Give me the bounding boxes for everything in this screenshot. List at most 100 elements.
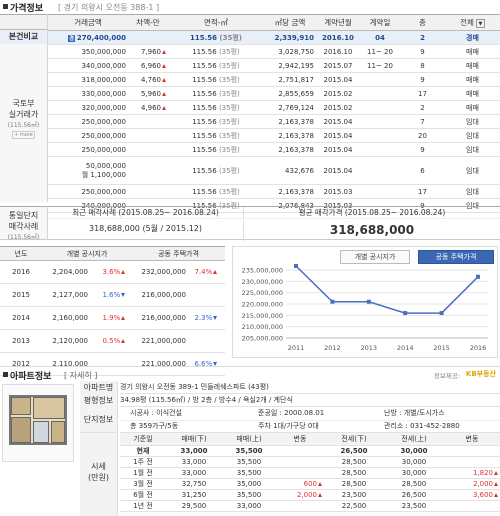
price-row: 240,000,000 115.56 (35평) 2,076,843 2015.03 9… xyxy=(48,198,500,213)
land-change: 3.6% xyxy=(102,268,121,276)
sale-low: 33,000 xyxy=(166,467,222,479)
diff-cell xyxy=(128,142,168,157)
data-point xyxy=(476,274,480,279)
area-cell: 115.56 (35평) xyxy=(168,142,264,157)
avg-label-1: 통일단지 xyxy=(8,211,39,220)
deal-type: 임대 xyxy=(445,114,500,129)
apt-name-value: 경기 의왕시 오전동 389-1 민들레쉐스파트 (43평) xyxy=(120,381,500,394)
amount-cell: 320,000,000 xyxy=(48,100,128,115)
floor: 9 xyxy=(400,44,445,59)
sale-high: 35,500 xyxy=(222,456,276,468)
rent-high: 30,000 xyxy=(384,467,444,479)
gongsi-header: 년도 개별 공시지가 공동 주택가격 xyxy=(0,246,225,261)
sale-low: 33,000 xyxy=(166,445,222,457)
mine-label: 본건비교 xyxy=(0,30,48,44)
contract-ym: 2015.04 xyxy=(316,72,360,87)
price-row: 318,000,000 4,760 115.56 (35평) 2,751,817 201… xyxy=(48,72,500,87)
market-date: 현재 xyxy=(120,445,166,457)
gongsi-row: 2012 2,110,000 221,000,000 6.6% xyxy=(0,352,225,376)
rent-change: 1,820 xyxy=(472,468,493,477)
unit-price: 2,163,378 xyxy=(264,114,316,129)
avg-label-2: 매각사례 xyxy=(8,222,39,231)
floor: 2 xyxy=(400,100,445,115)
x-tick-label: 2011 xyxy=(288,344,305,352)
sale-low: 33,000 xyxy=(166,456,222,468)
contract-day xyxy=(360,156,400,185)
unit-price: 2,163,378 xyxy=(264,184,316,199)
sale-change-cell: 600 xyxy=(276,478,324,490)
data-point xyxy=(439,311,444,316)
diff-cell: 6,960 xyxy=(128,58,168,73)
unit-price: 2,942,195 xyxy=(264,58,316,73)
molit-label-1: 국토부 xyxy=(12,99,35,108)
floor: 7 xyxy=(400,114,445,129)
builder: 시공사 : 이식건설 xyxy=(130,409,182,417)
diff: 4,960 xyxy=(140,103,161,112)
up-arrow-icon xyxy=(162,105,166,110)
section-address: [ 경기 의왕시 오전동 388-1 ] xyxy=(58,3,160,12)
deal-type: 매매 xyxy=(445,86,500,101)
area: 115.56 xyxy=(192,103,217,112)
unit-price: 3,028,750 xyxy=(264,44,316,59)
col-diff: 차액-만 xyxy=(128,14,168,31)
type-filter-value: 전체 xyxy=(460,18,474,27)
area-cell: 115.56 (35평) xyxy=(168,100,264,115)
rent-high: 28,500 xyxy=(384,478,444,490)
sale-low: 32,750 xyxy=(166,478,222,490)
area: 115.56 xyxy=(192,117,217,126)
contract-day xyxy=(360,128,400,143)
amount-cell: 340,000,000 xyxy=(48,58,128,73)
amount: 318,000,000 xyxy=(81,75,126,84)
up-arrow-icon xyxy=(494,470,498,475)
contract-ym: 2015.04 xyxy=(316,114,360,129)
land-price-button[interactable]: 개별 공시지가 xyxy=(340,250,410,264)
col-sale-high: 매매(上) xyxy=(222,433,276,446)
down-arrow-icon xyxy=(213,316,218,320)
y-tick-label: 230,000,000 xyxy=(242,278,283,286)
rent-high: 30,000 xyxy=(384,445,444,457)
area-py: (35평) xyxy=(218,187,240,196)
deal-type: 임대 xyxy=(445,184,500,199)
apt-detail-link[interactable]: [ 자세히 ] xyxy=(64,371,98,380)
contract-ym: 2016.10 xyxy=(316,30,360,45)
price-line-chart: 235,000,000 230,000,000 225,000,000 220,000… xyxy=(242,264,488,352)
diff: 7,960 xyxy=(140,47,161,56)
gongsi-row: 2015 2,127,000 1.6% 216,000,000 xyxy=(0,283,225,307)
area-cell: 115.56 (35평) xyxy=(168,198,264,213)
type-filter[interactable]: 전체 ▼ xyxy=(445,14,500,31)
rent-high: 23,500 xyxy=(384,500,444,512)
up-arrow-icon xyxy=(162,91,166,96)
heating: 난방 : 개별/도시가스 xyxy=(384,409,445,417)
area-py: (35평) xyxy=(218,166,240,175)
sale-change-cell xyxy=(276,445,324,457)
amount-cell: 250,000,000 xyxy=(48,142,128,157)
land-cell: 2,127,000 1.6% xyxy=(42,283,132,307)
market-date: 1월 전 xyxy=(120,467,166,479)
col-sale-low: 매매(下) xyxy=(166,433,222,446)
office-phone: 관리소 : 031-452-2880 xyxy=(384,422,460,430)
floor: 9 xyxy=(400,198,445,213)
down-arrow-icon xyxy=(121,293,126,297)
deal-type: 임대 xyxy=(445,198,500,213)
diff-cell: 7,960 xyxy=(128,44,168,59)
up-arrow-icon xyxy=(494,481,498,486)
more-button[interactable]: + more xyxy=(12,131,35,139)
deal-type: 매매 xyxy=(445,58,500,73)
y-tick-label: 225,000,000 xyxy=(242,289,283,297)
market-date: 6월 전 xyxy=(120,489,166,501)
price-row: 250,000,000 115.56 (35평) 2,163,378 2015.04 9… xyxy=(48,142,500,157)
parking: 주차 1대/가구당 0대 xyxy=(258,422,319,430)
area-py: (35평) xyxy=(218,75,240,84)
price-row: 350,000,000 7,960 115.56 (35평) 3,028,750 201… xyxy=(48,44,500,59)
house-cell: 221,000,000 6.6% xyxy=(132,352,225,376)
diff-cell xyxy=(128,198,168,213)
area-py: (35평) xyxy=(218,61,240,70)
chevron-down-icon: ▼ xyxy=(475,18,485,28)
avg-value: 318,688,000 xyxy=(243,221,500,241)
amount: 50,000,000 xyxy=(85,161,126,170)
house-price-button[interactable]: 공동 주택가격 xyxy=(418,250,494,264)
up-arrow-icon xyxy=(494,492,498,497)
avg-panel: 최근 매각사례 (2015.08.25~ 2016.08.24) 318,688… xyxy=(48,206,500,241)
rent-low: 23,500 xyxy=(324,489,384,501)
col-amount: 거래금액 xyxy=(48,14,128,31)
